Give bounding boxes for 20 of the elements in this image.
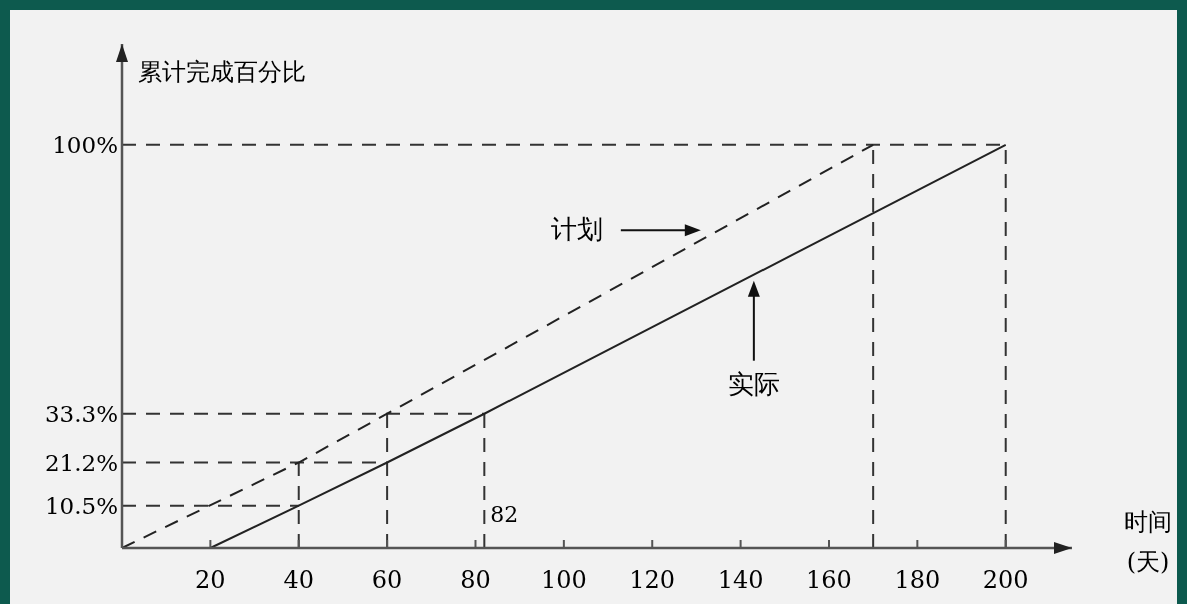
x-tick-label: 100	[540, 566, 587, 594]
y-tick-label: 10.5%	[44, 492, 118, 519]
x-tick-label: 140	[717, 566, 764, 594]
x-tick-label: 200	[982, 566, 1029, 594]
x-tick-label: 80	[460, 566, 491, 594]
x-tick-label: 20	[195, 566, 226, 594]
x-tick-label: 60	[371, 566, 403, 594]
x-axis-title: 时间 (天)	[1124, 508, 1172, 576]
ref-line-label: 82	[490, 502, 519, 527]
y-tick-label: 33.3%	[44, 400, 118, 427]
series-label: 实际	[727, 280, 780, 399]
series-label: 计划	[550, 214, 701, 245]
y-tick-label: 21.2%	[44, 449, 118, 476]
x-tick-label: 160	[806, 566, 852, 594]
x-tick-label: 120	[629, 566, 676, 594]
x-tick-label: 180	[894, 566, 941, 594]
series-label: 计划	[550, 214, 603, 245]
y-tick-label: 100%	[52, 131, 118, 158]
x-tick-label: 40	[283, 566, 315, 594]
y-axis-title: 累计完成百分比	[138, 58, 306, 86]
